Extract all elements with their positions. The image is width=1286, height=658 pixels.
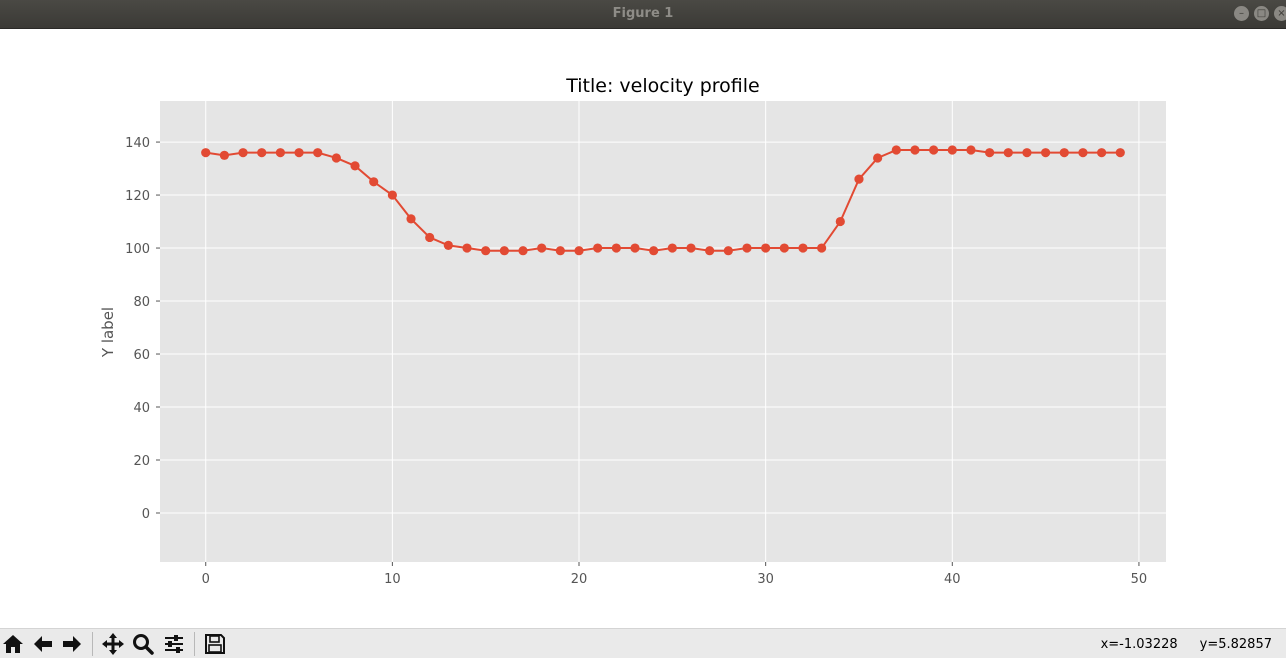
data-point xyxy=(611,243,621,253)
data-point xyxy=(387,190,397,200)
data-point xyxy=(985,148,995,158)
y-axis-label: Y label xyxy=(99,307,117,358)
data-point xyxy=(481,246,491,256)
cursor-y-readout: y=5.82857 xyxy=(1199,637,1272,652)
data-point xyxy=(219,150,229,160)
data-point xyxy=(462,243,472,253)
y-tick-label: 140 xyxy=(125,136,150,151)
data-point xyxy=(891,145,901,155)
zoom-icon xyxy=(133,634,154,655)
data-point xyxy=(369,177,379,187)
x-tick-label: 50 xyxy=(1131,572,1148,587)
home-button[interactable] xyxy=(0,631,26,657)
data-point xyxy=(1115,148,1125,158)
data-point xyxy=(555,246,565,256)
minimize-icon[interactable]: – xyxy=(1234,6,1249,21)
data-point xyxy=(1041,148,1051,158)
data-point xyxy=(723,246,733,256)
data-point xyxy=(910,145,920,155)
configure-subplots-icon xyxy=(165,635,183,653)
data-point xyxy=(761,243,771,253)
y-tick-label: 60 xyxy=(133,348,150,363)
axis-ticks: 0 10 20 30 40 50 0 20 40 60 80 100 120 140 xyxy=(125,136,1147,587)
home-icon xyxy=(3,635,23,653)
x-tick-label: 20 xyxy=(571,572,588,587)
y-tick-label: 100 xyxy=(125,242,150,257)
data-point xyxy=(835,216,845,227)
y-tick-label: 20 xyxy=(133,454,150,469)
data-point xyxy=(649,246,659,256)
gridlines xyxy=(160,101,1166,562)
data-point xyxy=(425,232,435,243)
zoom-button[interactable] xyxy=(130,631,156,657)
data-point xyxy=(742,243,752,253)
data-point xyxy=(257,148,267,158)
cursor-x-readout: x=-1.03228 xyxy=(1100,637,1178,652)
data-point xyxy=(406,214,416,224)
data-point xyxy=(443,240,453,250)
series-layer xyxy=(201,145,1125,256)
pan-icon xyxy=(102,633,124,655)
forward-button[interactable] xyxy=(59,631,85,657)
window-title: Figure 1 xyxy=(612,6,674,21)
x-tick-label: 40 xyxy=(944,572,961,587)
y-tick-label: 120 xyxy=(125,189,150,204)
data-point xyxy=(518,246,528,256)
data-point xyxy=(686,243,696,253)
back-button[interactable] xyxy=(30,631,56,657)
data-point xyxy=(1097,148,1107,158)
data-point xyxy=(1078,148,1088,158)
chart-title: Title: velocity profile xyxy=(565,75,759,97)
figure-canvas[interactable]: 0 10 20 30 40 50 0 20 40 60 80 100 120 140 Title: vel… xyxy=(0,29,1286,627)
data-point xyxy=(593,243,603,253)
chart-svg: 0 10 20 30 40 50 0 20 40 60 80 100 120 140 Title: vel… xyxy=(99,75,1166,587)
data-point xyxy=(630,243,640,253)
back-arrow-icon xyxy=(34,636,52,652)
cursor-coordinates: x=-1.03228 y=5.82857 xyxy=(1079,637,1272,652)
data-point xyxy=(966,145,976,155)
data-point xyxy=(574,246,584,256)
data-point xyxy=(350,161,360,171)
close-icon[interactable]: × xyxy=(1274,6,1286,21)
y-tick-label: 0 xyxy=(142,507,150,522)
data-point xyxy=(705,246,715,256)
window-titlebar: Figure 1 – □ × xyxy=(0,0,1286,29)
toolbar-separator xyxy=(92,632,93,656)
plot-area xyxy=(160,101,1166,562)
data-point xyxy=(499,246,509,256)
configure-subplots-button[interactable] xyxy=(161,631,187,657)
data-point xyxy=(1022,148,1032,158)
pan-button[interactable] xyxy=(100,631,126,657)
data-point xyxy=(1059,148,1069,158)
data-point xyxy=(667,243,677,253)
save-button[interactable] xyxy=(202,631,228,657)
x-tick-label: 0 xyxy=(202,572,210,587)
data-point xyxy=(798,243,808,253)
data-point xyxy=(947,145,957,155)
data-point xyxy=(779,243,789,253)
data-point xyxy=(201,148,211,158)
save-icon xyxy=(205,634,225,654)
x-tick-label: 30 xyxy=(757,572,774,587)
data-point xyxy=(537,243,547,253)
data-point xyxy=(238,148,248,158)
data-point xyxy=(1003,148,1013,158)
data-point xyxy=(873,153,883,163)
data-point xyxy=(817,243,827,253)
data-point xyxy=(929,145,939,155)
data-point xyxy=(275,148,285,158)
forward-arrow-icon xyxy=(63,636,81,652)
x-tick-label: 10 xyxy=(384,572,401,587)
data-point xyxy=(294,148,304,158)
navigation-toolbar: x=-1.03228 y=5.82857 xyxy=(0,628,1286,658)
data-point xyxy=(313,148,323,158)
y-tick-label: 80 xyxy=(133,295,150,310)
maximize-icon[interactable]: □ xyxy=(1254,6,1269,21)
data-point xyxy=(854,174,864,184)
data-point xyxy=(331,153,341,163)
y-tick-label: 40 xyxy=(133,401,150,416)
toolbar-separator xyxy=(194,632,195,656)
